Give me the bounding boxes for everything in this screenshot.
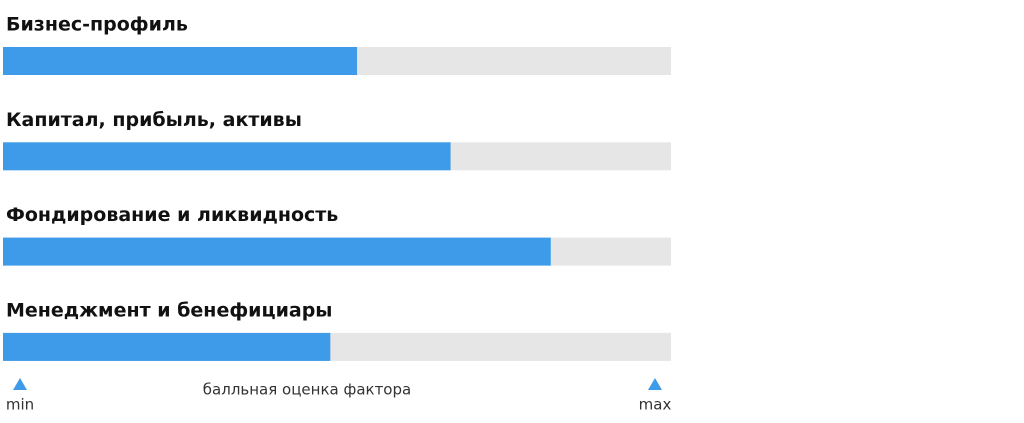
x-tick-label: min [6,396,34,414]
category-label: Бизнес-профиль [6,14,188,36]
bar [3,332,331,361]
category-label: Капитал, прибыль, активы [6,109,302,131]
tick-marker [13,378,27,390]
x-tick-label: max [639,396,672,414]
category-label: Менеджмент и бенефициары [6,299,333,321]
category-label: Фондирование и ликвидность [6,204,338,226]
x-axis-label: балльная оценка фактора [203,381,411,399]
bar [3,142,451,171]
bar [3,47,358,75]
tick-marker [648,378,662,390]
bar [3,237,551,266]
